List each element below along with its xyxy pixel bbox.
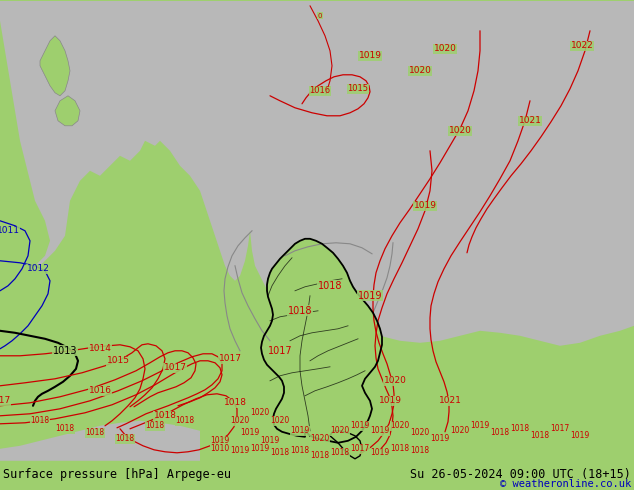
Text: 1019: 1019 [210, 436, 230, 445]
Text: 1019: 1019 [470, 421, 489, 430]
Text: 1018: 1018 [531, 431, 550, 441]
Text: 1020: 1020 [270, 416, 290, 425]
Text: 1020: 1020 [384, 376, 406, 385]
Text: 1018: 1018 [288, 306, 313, 316]
Polygon shape [555, 231, 634, 461]
Text: 1015: 1015 [347, 84, 368, 93]
Polygon shape [0, 1, 50, 266]
Text: 1017: 1017 [550, 424, 569, 433]
Text: 1017: 1017 [268, 346, 292, 356]
Polygon shape [40, 36, 70, 96]
Polygon shape [260, 1, 634, 346]
Text: 1017: 1017 [219, 354, 242, 363]
Text: 1020: 1020 [330, 426, 349, 435]
Text: 0: 0 [318, 13, 322, 19]
Text: 1019: 1019 [378, 396, 401, 405]
Text: 1019: 1019 [358, 51, 382, 60]
Text: 1016: 1016 [89, 386, 112, 395]
Text: 1019: 1019 [358, 291, 382, 301]
Text: 1015: 1015 [107, 356, 129, 365]
Text: 1020: 1020 [450, 426, 470, 435]
Text: 1018: 1018 [318, 281, 342, 291]
Text: 1020: 1020 [434, 44, 456, 53]
Text: 1018: 1018 [330, 448, 349, 457]
Text: 1018: 1018 [510, 424, 529, 433]
Text: 1019: 1019 [230, 446, 250, 455]
Polygon shape [0, 1, 270, 296]
Text: 1018: 1018 [176, 416, 195, 425]
Text: 1020: 1020 [250, 408, 269, 417]
Polygon shape [55, 96, 80, 126]
Text: 1019: 1019 [261, 436, 280, 445]
Text: 1017: 1017 [164, 363, 186, 372]
Text: 1018: 1018 [224, 398, 247, 407]
Text: 1013: 1013 [53, 346, 77, 356]
Text: 1017: 1017 [351, 444, 370, 453]
Text: 1021: 1021 [519, 116, 541, 125]
Text: 1010: 1010 [210, 444, 230, 453]
Text: 1019: 1019 [250, 444, 269, 453]
Text: 1018: 1018 [115, 434, 134, 443]
Text: 1019: 1019 [370, 426, 390, 435]
Text: 1019: 1019 [351, 421, 370, 430]
Polygon shape [330, 431, 362, 459]
Text: 1018: 1018 [145, 421, 165, 430]
Text: © weatheronline.co.uk: © weatheronline.co.uk [500, 479, 631, 489]
Text: 1018: 1018 [271, 448, 290, 457]
Text: 1018: 1018 [55, 424, 75, 433]
Text: 1018: 1018 [311, 451, 330, 460]
Text: 1012: 1012 [27, 264, 49, 273]
Polygon shape [0, 421, 200, 461]
Text: 1019: 1019 [571, 431, 590, 441]
Text: 1019: 1019 [413, 201, 436, 210]
Text: 1020: 1020 [449, 126, 472, 135]
Text: 1020: 1020 [311, 434, 330, 443]
Text: 1018: 1018 [86, 428, 105, 437]
Text: 1020: 1020 [408, 66, 432, 75]
Text: 1018: 1018 [153, 411, 176, 420]
Text: 1018: 1018 [491, 428, 510, 437]
Text: 017: 017 [0, 396, 11, 405]
Text: 1011: 1011 [0, 226, 20, 235]
Polygon shape [261, 239, 382, 443]
Text: Su 26-05-2024 09:00 UTC (18+15): Su 26-05-2024 09:00 UTC (18+15) [410, 468, 631, 481]
Text: 1019: 1019 [290, 426, 309, 435]
Text: 1020: 1020 [230, 416, 250, 425]
Text: 1018: 1018 [410, 446, 430, 455]
Text: 1019: 1019 [240, 428, 260, 437]
Text: 1020: 1020 [410, 428, 430, 437]
Text: Surface pressure [hPa] Arpege-eu: Surface pressure [hPa] Arpege-eu [3, 468, 231, 481]
Text: 1018: 1018 [391, 444, 410, 453]
Text: 1019: 1019 [370, 448, 390, 457]
Text: 1020: 1020 [391, 421, 410, 430]
Text: 1018: 1018 [30, 416, 49, 425]
Text: 1022: 1022 [571, 41, 593, 50]
Text: 1021: 1021 [439, 396, 462, 405]
Text: 1014: 1014 [89, 344, 112, 353]
Text: 1018: 1018 [290, 446, 309, 455]
Text: 1019: 1019 [430, 434, 450, 443]
Text: 1016: 1016 [309, 86, 330, 95]
